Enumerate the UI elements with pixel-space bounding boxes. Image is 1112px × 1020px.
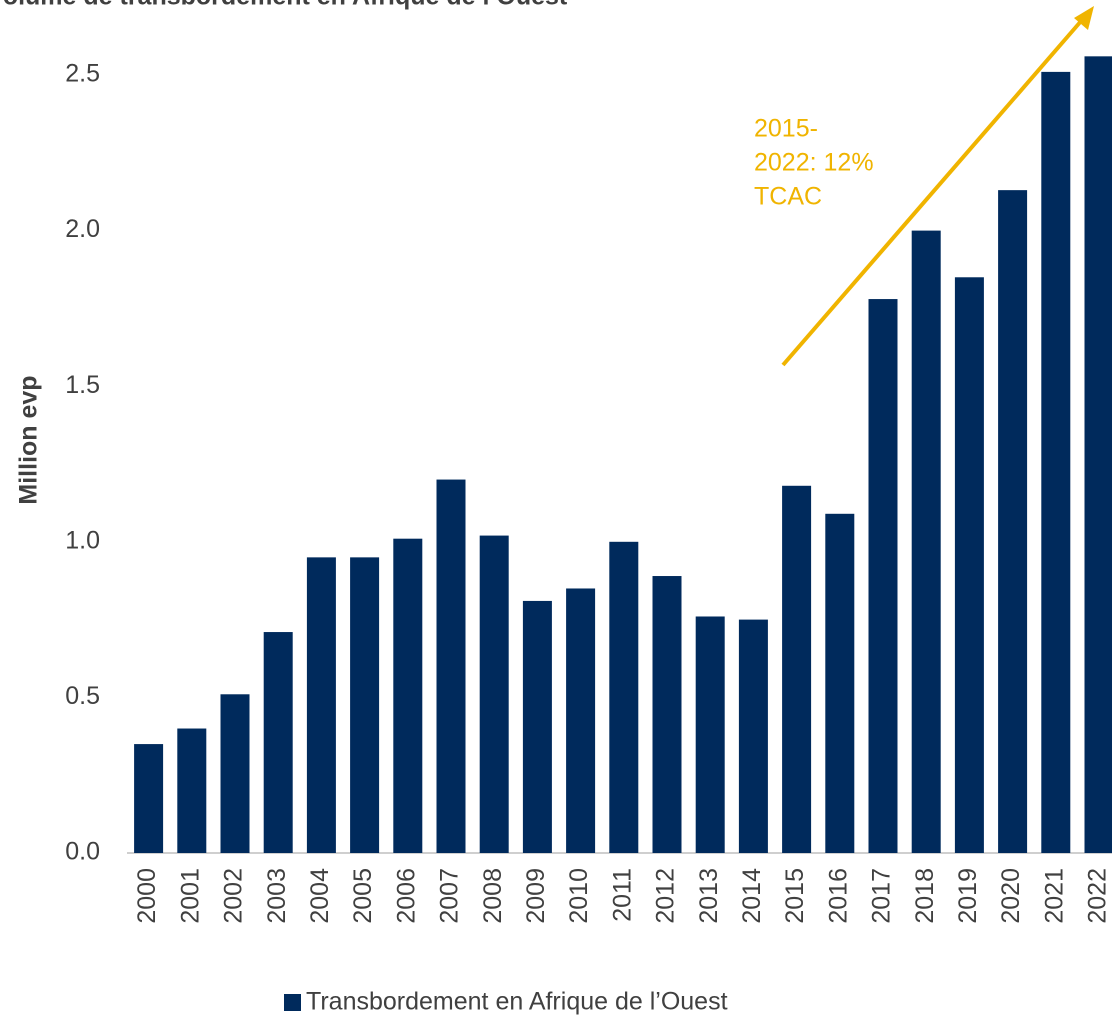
- x-tick-label: 2001: [176, 868, 204, 924]
- x-tick-label: 2015: [781, 868, 809, 924]
- bar: [695, 616, 725, 853]
- x-tick-label: 2014: [738, 868, 766, 924]
- bar: [134, 744, 164, 853]
- trend-arrow: [781, 18, 1084, 367]
- y-tick-label: 2.5: [65, 60, 100, 88]
- bar: [825, 513, 855, 853]
- y-tick-label: 0.0: [65, 838, 100, 866]
- bar: [609, 541, 639, 853]
- x-tick-label: 2017: [868, 868, 896, 924]
- bar: [738, 619, 768, 853]
- bar: [436, 479, 466, 853]
- x-tick-label: 2019: [954, 868, 982, 924]
- bar: [566, 588, 596, 853]
- x-tick-label: 2000: [133, 868, 161, 924]
- x-tick-label: 2004: [306, 868, 334, 924]
- x-tick-label: 2007: [436, 868, 464, 924]
- legend-swatch: [284, 994, 301, 1011]
- bar: [652, 576, 682, 853]
- bar: [522, 600, 552, 853]
- x-tick-label: 2009: [522, 868, 550, 924]
- chart-title: Volume de transbordement en Afrique de l…: [0, 0, 568, 11]
- x-tick-label: 2018: [911, 868, 939, 924]
- arrow-head: [1074, 6, 1094, 30]
- bar: [177, 728, 207, 853]
- x-tick-label: 2003: [263, 868, 291, 924]
- x-tick-label: 2010: [565, 868, 593, 924]
- bar: [911, 230, 941, 854]
- bar: [1084, 56, 1112, 853]
- bar: [479, 535, 509, 853]
- bar: [998, 190, 1028, 854]
- annotation: 2015-: [754, 115, 818, 143]
- x-tick-label: 2011: [608, 868, 636, 922]
- bar: [782, 485, 812, 853]
- bar: [393, 538, 423, 853]
- annotation: 2022: 12%: [754, 149, 874, 177]
- annotation: TCAC: [754, 183, 822, 211]
- x-tick-label: 2022: [1084, 868, 1112, 924]
- bar: [1041, 71, 1071, 853]
- bar: [868, 299, 898, 854]
- y-tick-label: 1.0: [65, 526, 100, 554]
- x-tick-label: 2005: [349, 868, 377, 924]
- bar: [306, 557, 336, 853]
- x-tick-label: 2002: [220, 868, 248, 924]
- legend-label: Transbordement en Afrique de l’Ouest: [306, 988, 728, 1016]
- bar: [350, 557, 380, 853]
- x-tick-label: 2012: [652, 868, 680, 924]
- y-axis-label: Million evp: [15, 375, 43, 504]
- bar: [263, 632, 293, 853]
- bar: [220, 694, 250, 853]
- y-tick-label: 2.0: [65, 215, 100, 243]
- y-tick-label: 1.5: [65, 371, 100, 399]
- x-tick-label: 2013: [695, 868, 723, 924]
- x-tick-label: 2020: [997, 868, 1025, 924]
- x-tick-label: 2016: [824, 868, 852, 924]
- x-tick-label: 2008: [479, 868, 507, 924]
- x-tick-label: 2006: [392, 868, 420, 924]
- x-tick-label: 2021: [1040, 868, 1068, 924]
- bar: [954, 277, 984, 853]
- y-tick-label: 0.5: [65, 682, 100, 710]
